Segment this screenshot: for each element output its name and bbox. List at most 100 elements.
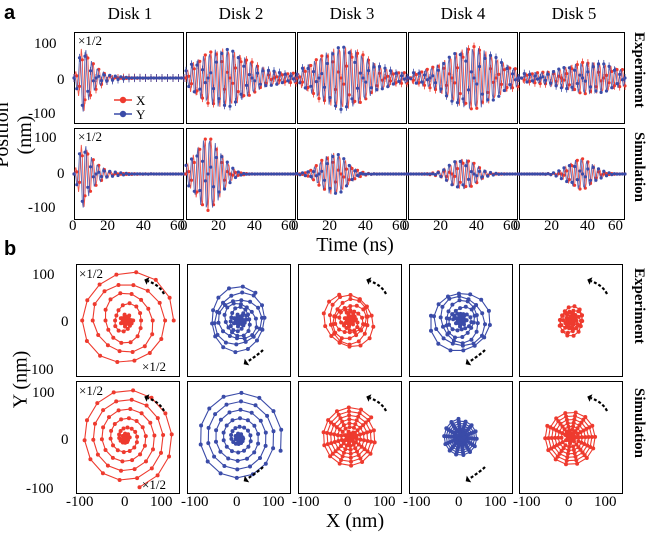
- orbit-point-b-simulation-disk-2: [230, 429, 235, 434]
- orbit-point-b-experiment-disk-1: [157, 300, 162, 305]
- b-d4-xtick-0: 0: [455, 494, 463, 510]
- orbit-point-b-experiment-disk-1: [150, 332, 155, 337]
- marker-a-simulation-disk-1-y: [105, 175, 109, 179]
- orbit-point-b-experiment-disk-3: [348, 309, 353, 314]
- orbit-point-b-experiment-disk-4: [479, 297, 484, 302]
- marker-a-experiment-disk-2-y: [286, 79, 290, 83]
- orbit-point-b-simulation-disk-3: [336, 412, 341, 417]
- orbit-point-b-simulation-disk-5: [563, 443, 568, 448]
- marker-a-simulation-disk-3-y: [399, 172, 404, 176]
- marker-a-simulation-disk-4-y: [488, 170, 493, 175]
- marker-a-simulation-disk-2-y: [242, 171, 246, 176]
- orbit-point-b-simulation-disk-5: [549, 436, 554, 440]
- b-d5-xtick-0: 0: [565, 494, 573, 510]
- orbit-point-b-simulation-disk-5: [563, 433, 568, 438]
- orbit-point-b-simulation-disk-1: [91, 437, 96, 442]
- orbit-point-b-simulation-disk-3: [336, 439, 341, 443]
- marker-a-simulation-disk-3-x: [353, 177, 357, 181]
- orbit-point-b-simulation-disk-3: [366, 418, 371, 422]
- orbit-point-b-simulation-disk-5: [560, 440, 565, 445]
- orbit-point-b-simulation-disk-5: [584, 456, 589, 460]
- orbit-point-b-experiment-disk-5: [561, 318, 566, 323]
- orbit-point-b-simulation-disk-1: [109, 428, 114, 433]
- orbit-point-b-simulation-disk-2: [242, 448, 246, 453]
- marker-a-simulation-disk-1-x: [75, 170, 79, 174]
- orbit-point-b-simulation-disk-1: [133, 429, 138, 434]
- orbit-point-b-simulation-disk-2: [246, 444, 251, 449]
- orbit-point-b-experiment-disk-2: [240, 290, 245, 295]
- marker-a-experiment-disk-4-x: [453, 81, 457, 85]
- orbit-point-b-simulation-disk-3: [365, 439, 370, 443]
- orbit-point-b-simulation-disk-3: [328, 454, 333, 459]
- orbit-point-b-simulation-disk-3: [358, 456, 363, 461]
- orbit-point-b-simulation-disk-5: [574, 442, 579, 447]
- orbit-point-b-experiment-disk-3: [329, 334, 334, 338]
- a-d2-xtick-40: 40: [247, 218, 262, 234]
- orbit-point-b-simulation-disk-3: [341, 423, 346, 428]
- orbit-point-b-experiment-disk-4: [465, 299, 470, 304]
- marker-a-simulation-disk-3-x: [339, 172, 343, 176]
- orbit-point-b-experiment-disk-3: [356, 311, 361, 316]
- orbit-point-b-simulation-disk-1: [131, 388, 136, 393]
- orbit-point-b-experiment-disk-2: [240, 284, 245, 289]
- orbit-point-b-simulation-disk-2: [224, 444, 229, 449]
- orbit-point-b-experiment-disk-3: [348, 304, 353, 309]
- marker-a-simulation-disk-2-y: [189, 157, 194, 161]
- orbit-point-b-simulation-disk-1: [143, 434, 148, 439]
- orbit-point-b-simulation-disk-5: [591, 446, 596, 451]
- marker-a-experiment-disk-4-y: [453, 52, 457, 56]
- marker-a-simulation-disk-2-x: [198, 147, 202, 151]
- marker-a-simulation-disk-1-y: [108, 169, 112, 173]
- marker-a-experiment-disk-2-x: [275, 75, 279, 79]
- orbit-point-b-experiment-disk-3: [339, 336, 344, 341]
- marker-a-simulation-disk-1-y: [135, 172, 139, 176]
- marker-a-experiment-disk-2-x: [231, 81, 235, 85]
- marker-a-simulation-disk-1-y: [116, 173, 120, 178]
- orbit-point-b-experiment-disk-2: [243, 307, 248, 312]
- orbit-point-b-experiment-disk-3: [367, 336, 372, 341]
- orbit-point-b-simulation-disk-5: [577, 423, 582, 428]
- orbit-point-b-simulation-disk-2: [206, 441, 211, 446]
- orbit-point-b-simulation-disk-3: [347, 417, 352, 422]
- marker-a-experiment-disk-2-x: [247, 93, 251, 97]
- orbit-point-b-simulation-disk-1: [85, 418, 89, 423]
- orbit-point-b-simulation-disk-3: [341, 441, 346, 446]
- marker-a-simulation-disk-4-y: [420, 172, 424, 176]
- marker-a-simulation-disk-5-y: [578, 169, 582, 173]
- orbit-point-b-experiment-disk-4: [457, 294, 462, 299]
- orbit-point-b-experiment-disk-3: [340, 300, 345, 305]
- orbit-point-b-experiment-disk-1: [98, 353, 103, 358]
- orbit-point-b-experiment-disk-3: [348, 297, 353, 301]
- orbit-point-b-simulation-disk-3: [368, 429, 373, 434]
- marker-a-simulation-disk-4-y: [477, 169, 482, 173]
- marker-a-experiment-disk-2-x: [242, 94, 246, 98]
- orbit-point-b-experiment-disk-4: [455, 328, 460, 333]
- marker-a-simulation-disk-1-y: [97, 170, 101, 174]
- orbit-point-b-simulation-disk-5: [554, 428, 559, 433]
- orbit-point-b-simulation-disk-5: [563, 411, 568, 416]
- orbit-point-b-experiment-disk-1: [116, 328, 121, 333]
- orbit-point-b-experiment-disk-4: [429, 313, 433, 318]
- marker-a-simulation-disk-4-y: [472, 172, 476, 176]
- marker-a-simulation-disk-3-y: [306, 170, 310, 174]
- rotation-arrowhead-icon-b-experiment-disk-5: [587, 277, 593, 285]
- marker-a-experiment-disk-3-y: [375, 88, 379, 92]
- orbit-point-b-simulation-disk-2: [245, 456, 249, 461]
- marker-a-simulation-disk-2-y: [275, 172, 279, 176]
- marker-a-experiment-disk-5-y: [520, 76, 524, 80]
- marker-a-simulation-disk-5-x: [575, 158, 579, 162]
- orbit-point-b-experiment-disk-1: [114, 313, 119, 318]
- orbit-point-b-simulation-disk-1: [101, 408, 106, 413]
- marker-a-simulation-disk-5-y: [604, 174, 609, 178]
- marker-a-simulation-disk-3-y: [366, 172, 371, 176]
- marker-a-simulation-disk-3-x: [314, 164, 318, 168]
- marker-a-simulation-disk-1-y: [127, 172, 131, 176]
- orbit-point-b-simulation-disk-5: [571, 438, 576, 443]
- marker-a-simulation-disk-2-y: [253, 172, 257, 176]
- b-d5-xtick-100: 100: [594, 494, 617, 510]
- orbit-point-b-experiment-disk-2: [245, 347, 250, 351]
- orbit-point-b-simulation-disk-1: [127, 435, 132, 440]
- a-d2-xtick-20: 20: [211, 218, 226, 234]
- marker-a-experiment-disk-4-y: [469, 70, 473, 74]
- rotation-arrowhead-icon-b-simulation-disk-2: [243, 475, 250, 483]
